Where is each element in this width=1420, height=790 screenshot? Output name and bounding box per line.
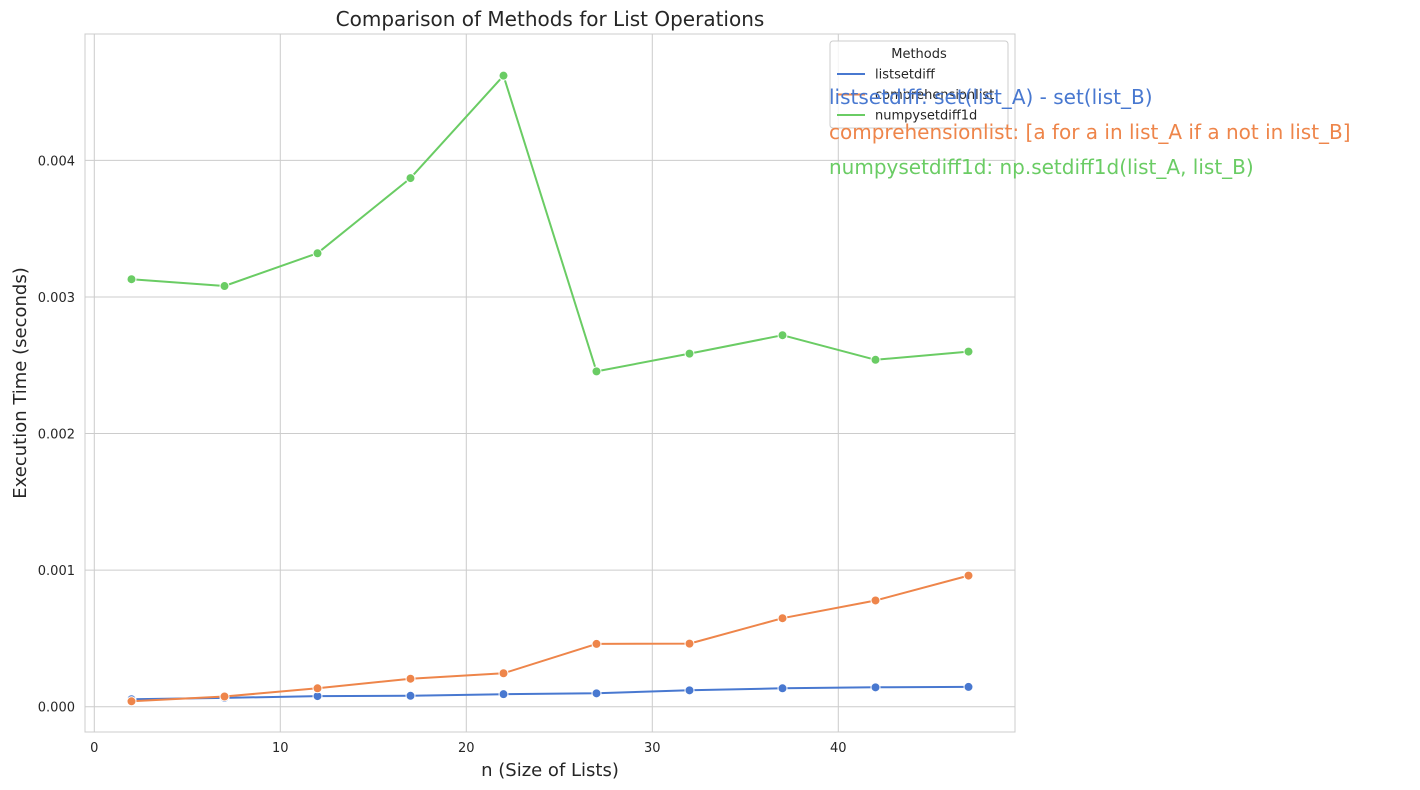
series-listsetdiff xyxy=(126,681,974,705)
x-tick-label: 0 xyxy=(90,741,98,756)
x-tick-label: 40 xyxy=(830,741,847,756)
annotation-text: numpysetdiff1d: np.setdiff1d(list_A, lis… xyxy=(829,155,1254,179)
series-line-numpysetdiff1d xyxy=(130,74,970,373)
x-tick-label: 10 xyxy=(272,741,289,756)
legend-box xyxy=(829,40,1009,129)
annotation-text: comprehensionlist: [a for a in list_A if… xyxy=(829,120,1351,144)
annotation-text: listsetdiff: set(list_A) - set(list_B) xyxy=(829,85,1153,109)
data-point-comprehensionlist xyxy=(498,668,509,679)
data-point-numpysetdiff1d xyxy=(870,354,881,365)
legend-title: Methods xyxy=(891,47,947,62)
series-numpysetdiff1d xyxy=(126,70,974,377)
legend-label-numpysetdiff1d: numpysetdiff1d xyxy=(875,109,977,124)
data-point-comprehensionlist xyxy=(684,638,695,649)
data-point-listsetdiff xyxy=(591,688,602,699)
x-tick-label: 30 xyxy=(644,741,661,756)
legend-label-comprehensionlist: comprehensionlist xyxy=(875,88,994,103)
series-comprehensionlist xyxy=(126,570,974,707)
data-point-listsetdiff xyxy=(777,683,788,694)
y-tick-label: 0.004 xyxy=(38,154,75,169)
y-tick-label: 0.002 xyxy=(38,428,75,443)
data-point-listsetdiff xyxy=(405,690,416,701)
y-tick-label: 0.003 xyxy=(38,291,75,306)
y-axis-title: Execution Time (seconds) xyxy=(10,267,31,498)
x-axis-ticks: 0 10 20 30 40 xyxy=(90,741,846,756)
plot-frame xyxy=(84,33,1016,733)
data-point-comprehensionlist xyxy=(591,638,602,649)
data-point-comprehensionlist xyxy=(219,691,230,702)
data-point-numpysetdiff1d xyxy=(219,281,230,292)
data-point-numpysetdiff1d xyxy=(405,173,416,184)
data-point-comprehensionlist xyxy=(126,696,137,707)
data-point-listsetdiff xyxy=(870,682,881,693)
data-point-comprehensionlist xyxy=(312,683,323,694)
data-point-numpysetdiff1d xyxy=(312,248,323,259)
data-point-listsetdiff xyxy=(684,685,695,696)
legend: Methods listsetdiff comprehensionlist numpy… xyxy=(829,40,1009,129)
data-point-numpysetdiff1d xyxy=(777,330,788,341)
data-point-comprehensionlist xyxy=(405,673,416,684)
grid-lines xyxy=(85,34,1015,732)
data-point-numpysetdiff1d xyxy=(963,346,974,357)
series-line-comprehensionlist xyxy=(130,574,970,703)
data-point-listsetdiff xyxy=(498,689,509,700)
series-line-listsetdiff xyxy=(130,685,970,701)
method-annotations: listsetdiff: set(list_A) - set(list_B)co… xyxy=(829,85,1351,179)
y-tick-label: 0.001 xyxy=(38,564,75,579)
data-point-comprehensionlist xyxy=(777,613,788,624)
y-tick-label: 0.000 xyxy=(38,701,75,716)
x-axis-title: n (Size of Lists) xyxy=(481,760,619,781)
y-axis-ticks: 0.000 0.001 0.002 0.003 0.004 xyxy=(38,154,75,715)
data-point-numpysetdiff1d xyxy=(126,274,137,285)
data-point-numpysetdiff1d xyxy=(498,70,509,81)
chart-title: Comparison of Methods for List Operation… xyxy=(336,7,765,31)
data-point-comprehensionlist xyxy=(963,570,974,581)
plot-background xyxy=(85,34,1015,732)
data-point-comprehensionlist xyxy=(870,595,881,606)
plot-area: 0 10 20 30 40 0.000 0.001 0.002 0.003 0.004 Method… xyxy=(38,33,1351,756)
legend-label-listsetdiff: listsetdiff xyxy=(875,68,936,83)
x-tick-label: 20 xyxy=(458,741,475,756)
data-point-numpysetdiff1d xyxy=(591,366,602,377)
data-point-listsetdiff xyxy=(963,681,974,692)
data-point-numpysetdiff1d xyxy=(684,348,695,359)
